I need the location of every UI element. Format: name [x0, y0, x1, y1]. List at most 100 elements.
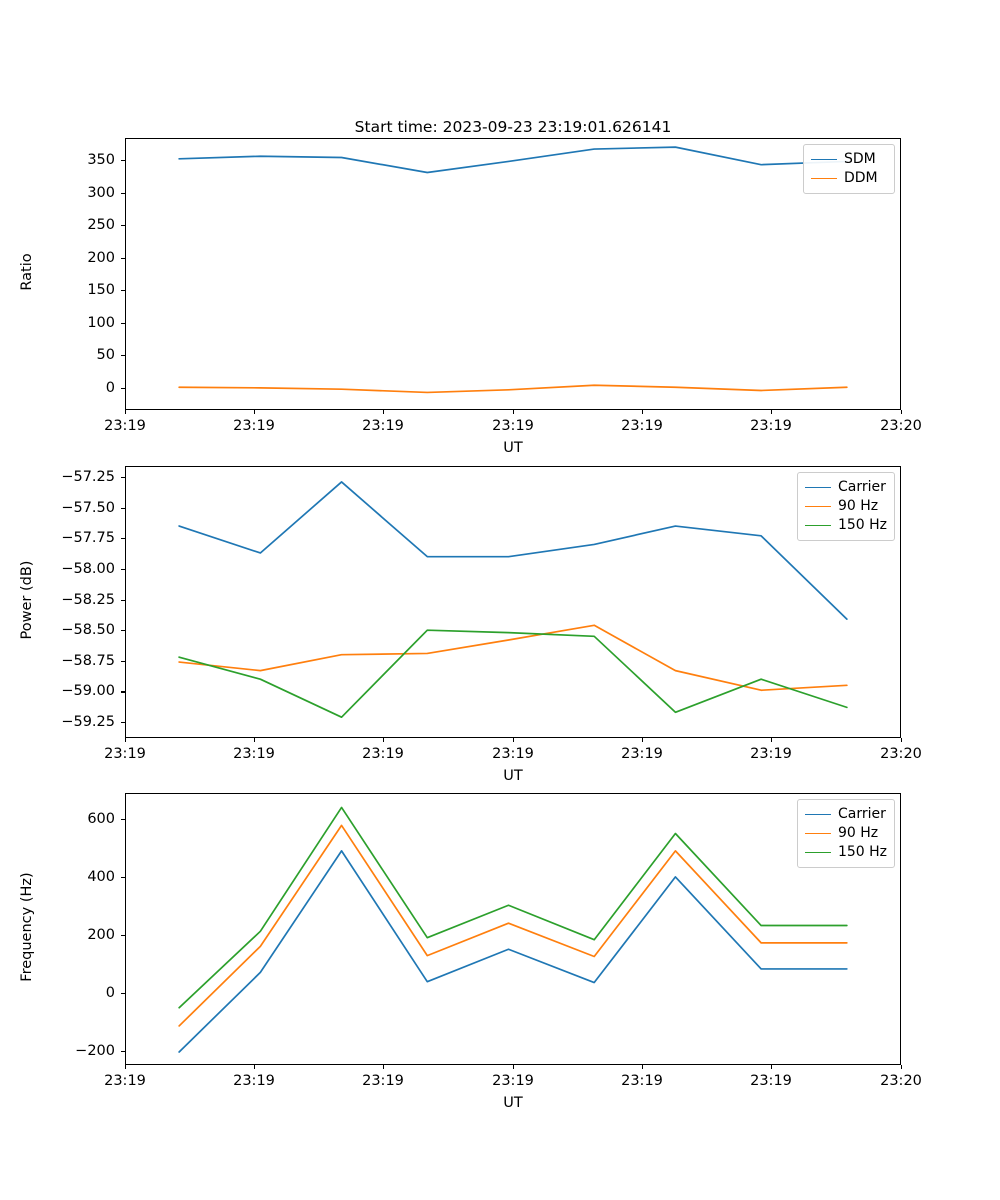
power-subplot-xtick-label: 23:19: [362, 746, 404, 762]
ratio-subplot-legend-item[interactable]: SDM: [811, 150, 887, 169]
power-subplot-legend-item[interactable]: 90 Hz: [805, 497, 887, 516]
frequency-subplot-xtick-mark: [383, 1065, 385, 1069]
frequency-subplot-xtick-mark: [771, 1065, 773, 1069]
ratio-subplot-xtick-label: 23:19: [233, 418, 275, 434]
ratio-subplot-xtick-mark: [901, 410, 903, 414]
ratio-subplot-legend-label: SDM: [844, 151, 876, 167]
ratio-subplot-legend-label: DDM: [844, 170, 878, 186]
ratio-subplot-xtick-label: 23:20: [880, 418, 922, 434]
power-subplot-xtick-label: 23:19: [750, 746, 792, 762]
power-subplot-ytick-mark: [121, 568, 125, 570]
frequency-subplot-axes-frame: [125, 793, 901, 1065]
power-subplot-ytick-label: −58.25: [61, 591, 115, 608]
power-subplot-legend-label: 90 Hz: [838, 498, 879, 514]
power-subplot-series-line: [178, 629, 848, 719]
ratio-subplot-ytick-mark: [121, 355, 125, 357]
power-subplot-ytick-mark: [121, 630, 125, 632]
frequency-subplot-xlabel: UT: [503, 1095, 523, 1111]
ratio-subplot-legend-item[interactable]: DDM: [811, 169, 887, 188]
frequency-subplot-xtick-mark: [125, 1065, 127, 1069]
power-subplot-xtick-mark: [254, 738, 256, 742]
power-subplot-ytick-label: −58.00: [61, 560, 115, 577]
ratio-subplot-series-line: [178, 146, 848, 174]
ratio-subplot-ytick-mark: [121, 257, 125, 259]
power-subplot-xtick-mark: [383, 738, 385, 742]
legend-line-swatch-icon: [811, 159, 837, 160]
power-subplot-xtick-mark: [125, 738, 127, 742]
power-subplot-xtick-mark: [513, 738, 515, 742]
frequency-subplot-xtick-label: 23:20: [880, 1073, 922, 1089]
frequency-subplot-ytick-label: 400: [87, 868, 115, 885]
ratio-subplot-xtick-mark: [254, 410, 256, 414]
frequency-subplot-ytick-label: −200: [75, 1042, 115, 1059]
frequency-subplot-ytick-mark: [121, 1050, 125, 1052]
ratio-subplot-ytick-label: 50: [96, 347, 115, 364]
legend-line-swatch-icon: [811, 178, 837, 179]
figure-title: Start time: 2023-09-23 23:19:01.626141: [354, 118, 672, 136]
ratio-subplot-xtick-mark: [771, 410, 773, 414]
legend-line-swatch-icon: [805, 852, 831, 853]
power-subplot-xtick-label: 23:19: [492, 746, 534, 762]
power-subplot-series-line: [178, 624, 848, 692]
frequency-subplot-ytick-mark: [121, 934, 125, 936]
power-subplot-axes-frame: [125, 466, 901, 738]
frequency-subplot-series-line: [178, 806, 848, 1009]
ratio-subplot-xtick-label: 23:19: [750, 418, 792, 434]
frequency-subplot-xtick-label: 23:19: [233, 1073, 275, 1089]
frequency-subplot-xtick-mark: [254, 1065, 256, 1069]
ratio-subplot-xlabel: UT: [503, 440, 523, 456]
legend-line-swatch-icon: [805, 506, 831, 507]
ratio-subplot-ytick-mark: [121, 160, 125, 162]
power-subplot-ytick-label: −59.00: [61, 683, 115, 700]
frequency-subplot-ytick-mark: [121, 992, 125, 994]
power-subplot-ytick-label: −57.50: [61, 499, 115, 516]
frequency-subplot-ytick-label: 600: [87, 811, 115, 828]
frequency-subplot-legend-item[interactable]: 150 Hz: [805, 843, 887, 862]
ratio-subplot-ytick-mark: [121, 225, 125, 227]
ratio-subplot-xtick-label: 23:19: [104, 418, 146, 434]
frequency-subplot-ytick-label: 0: [105, 984, 115, 1001]
frequency-subplot-xtick-label: 23:19: [104, 1073, 146, 1089]
power-subplot-ytick-mark: [121, 599, 125, 601]
ratio-subplot-axes-frame: [125, 138, 901, 410]
ratio-subplot-ytick-mark: [121, 322, 125, 324]
power-subplot-ytick-mark: [121, 538, 125, 540]
ratio-subplot-ytick-label: 250: [87, 217, 115, 234]
ratio-subplot-xtick-label: 23:19: [621, 418, 663, 434]
power-subplot-xtick-label: 23:19: [104, 746, 146, 762]
power-subplot-legend-item[interactable]: 150 Hz: [805, 516, 887, 535]
frequency-subplot-legend[interactable]: Carrier 90 Hz 150 Hz: [797, 799, 895, 868]
legend-line-swatch-icon: [805, 487, 831, 488]
ratio-subplot-xtick-mark: [383, 410, 385, 414]
power-subplot-xtick-mark: [771, 738, 773, 742]
ratio-subplot-legend[interactable]: SDM DDM: [803, 144, 895, 194]
ratio-subplot-xtick-mark: [513, 410, 515, 414]
power-subplot-ytick-label: −57.75: [61, 530, 115, 547]
power-subplot-legend-label: 150 Hz: [837, 517, 887, 533]
frequency-subplot-ytick-label: 200: [87, 926, 115, 943]
frequency-subplot-xtick-mark: [642, 1065, 644, 1069]
power-subplot-ytick-mark: [121, 477, 125, 479]
frequency-subplot-legend-item[interactable]: 90 Hz: [805, 824, 887, 843]
power-subplot-legend-label: Carrier: [838, 479, 886, 495]
frequency-subplot-xtick-mark: [901, 1065, 903, 1069]
power-subplot-xtick-mark: [901, 738, 903, 742]
frequency-subplot-legend-item[interactable]: Carrier: [805, 805, 887, 824]
power-subplot-ytick-label: −58.50: [61, 622, 115, 639]
power-subplot-ytick-mark: [121, 722, 125, 724]
ratio-subplot-ytick-label: 300: [87, 184, 115, 201]
power-subplot-legend[interactable]: Carrier 90 Hz 150 Hz: [797, 472, 895, 541]
power-subplot-legend-item[interactable]: Carrier: [805, 478, 887, 497]
power-subplot-xtick-mark: [642, 738, 644, 742]
frequency-subplot-xtick-label: 23:19: [750, 1073, 792, 1089]
power-subplot-xtick-label: 23:19: [621, 746, 663, 762]
legend-line-swatch-icon: [805, 814, 831, 815]
frequency-subplot-xtick-label: 23:19: [362, 1073, 404, 1089]
power-subplot-ytick-mark: [121, 660, 125, 662]
ratio-subplot-ytick-label: 200: [87, 249, 115, 266]
power-subplot-xtick-label: 23:19: [233, 746, 275, 762]
